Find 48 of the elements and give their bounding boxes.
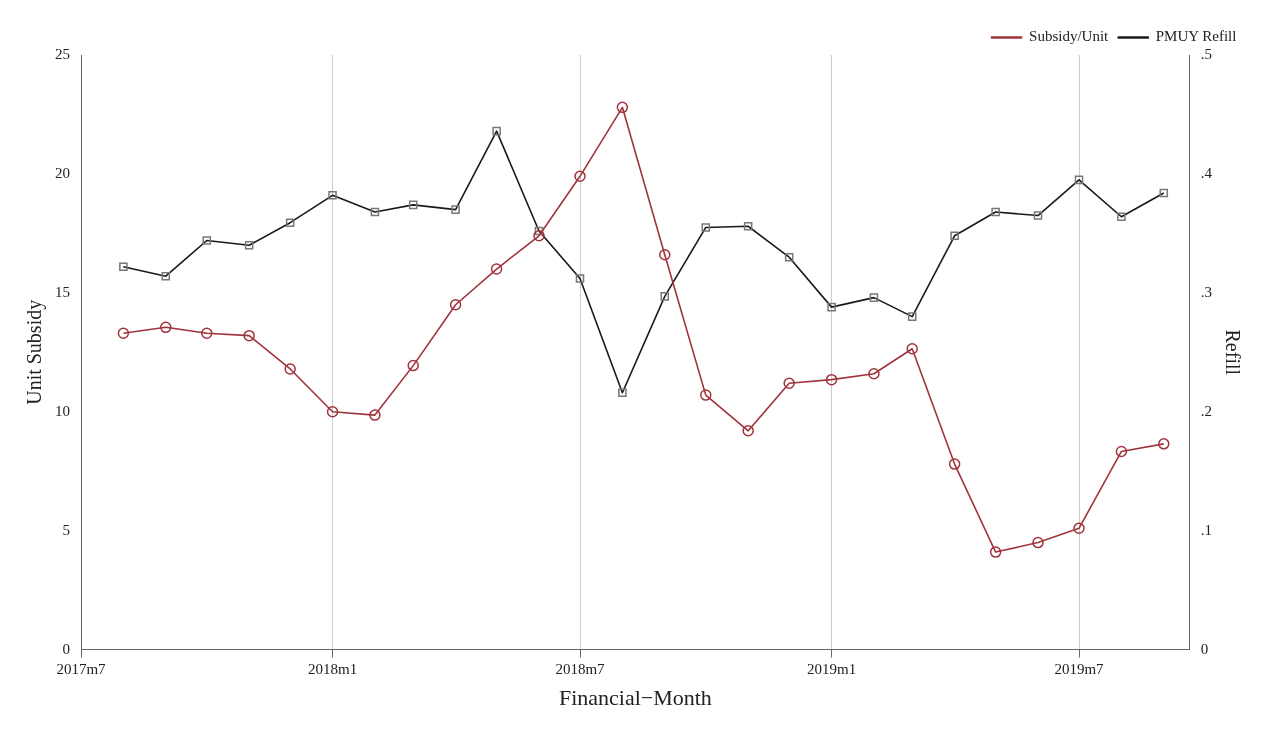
point [868,367,880,380]
point [1158,438,1170,450]
point [989,546,1002,558]
point [201,327,213,340]
point [449,298,462,311]
point [783,377,795,389]
point [284,363,296,375]
point [243,329,255,342]
point [326,406,339,418]
y2-tick-label: 0 [1200,640,1209,657]
point [1073,522,1085,535]
legend-label: PMUY Refill [1155,28,1237,45]
x-tick-label: 2017m7 [56,660,107,677]
y2-tick-label: .3 [1200,283,1212,300]
point [825,373,838,386]
point [490,263,503,275]
y2-axis-title: Refill [1221,329,1244,376]
point [906,342,918,355]
legend-label: Subsidy/Unit [1029,28,1110,45]
x-tick-label: 2018m1 [307,660,358,677]
y2-tick-label: .5 [1200,45,1212,62]
point [117,327,130,340]
point [407,359,419,372]
y-tick-label: 0 [62,640,70,657]
point [369,409,381,421]
y2-tick-label: .4 [1200,164,1213,181]
point [1115,445,1128,458]
x-tick-label: 2018m7 [555,660,606,677]
y-tick-label: 5 [62,521,70,538]
y-tick-label: 15 [55,283,70,300]
x-tick-label: 2019m1 [806,660,857,677]
y-tick-label: 25 [55,45,70,62]
point [616,101,629,114]
y2-tick-label: .1 [1200,521,1212,538]
point [659,249,671,261]
y-tick-label: 10 [55,402,70,419]
y2-tick-label: .2 [1200,402,1212,419]
point [742,425,754,437]
point [948,458,961,470]
point [574,170,586,183]
point [160,321,172,334]
x-tick-label: 2019m7 [1054,660,1105,677]
y-axis-title: Unit Subsidy [23,299,47,405]
point [533,230,545,242]
point [1032,536,1044,549]
x-axis-title: Financial−Month [558,684,712,710]
y-tick-label: 20 [55,164,70,181]
point [700,389,712,401]
